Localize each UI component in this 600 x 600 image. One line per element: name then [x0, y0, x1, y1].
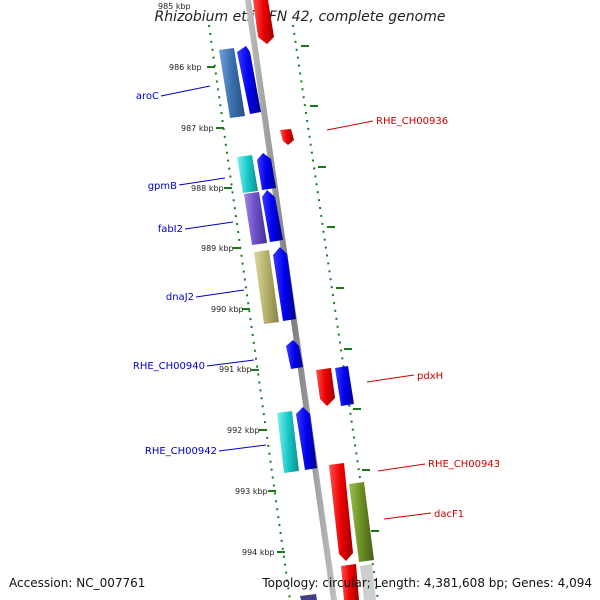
- genome-title: Rhizobium etli CFN 42, complete genome: [154, 9, 446, 25]
- gene-label-aroC[interactable]: aroC: [136, 91, 159, 102]
- kbp-label: 992 kbp: [227, 426, 260, 435]
- gene-aroC[interactable]: [219, 46, 261, 118]
- gene-label-dacF1[interactable]: dacF1: [434, 509, 464, 520]
- gene-label-pdxH[interactable]: pdxH: [417, 371, 443, 382]
- gene-RHE_CH00940[interactable]: [286, 340, 303, 369]
- kbp-label: 989 kbp: [201, 244, 234, 253]
- inner-major-ticks: [207, 66, 285, 553]
- forward-label-connectors: [160, 85, 267, 452]
- gene-label-fabI2[interactable]: fabI2: [158, 224, 183, 235]
- gene-RHE_CH00942[interactable]: [277, 407, 317, 473]
- gene-label-gpmB[interactable]: gpmB: [148, 181, 177, 192]
- kbp-label: 988 kbp: [191, 184, 224, 193]
- kbp-label: 991 kbp: [219, 365, 252, 374]
- gene-reverse-small[interactable]: [280, 129, 294, 145]
- reverse-label-connectors: [326, 120, 432, 520]
- gene-label-RHE_CH00936[interactable]: RHE_CH00936: [376, 116, 448, 127]
- outer-major-ticks: [301, 45, 379, 532]
- gene-gpmB[interactable]: [237, 153, 276, 193]
- kbp-label: 986 kbp: [169, 63, 202, 72]
- gene-RHE_CH00943[interactable]: [329, 463, 374, 562]
- gene-reverse-partial-top[interactable]: [253, 0, 274, 44]
- gene-label-RHE_CH00942[interactable]: RHE_CH00942: [145, 446, 217, 457]
- gene-dnaJ2[interactable]: [254, 247, 296, 324]
- gene-label-RHE_CH00940[interactable]: RHE_CH00940: [133, 361, 205, 372]
- kbp-label: 994 kbp: [242, 548, 275, 557]
- kbp-label: 990 kbp: [211, 305, 244, 314]
- accession-text: Accession: NC_007761: [9, 576, 146, 590]
- gene-label-dnaJ2[interactable]: dnaJ2: [166, 292, 194, 303]
- gene-label-RHE_CH00943[interactable]: RHE_CH00943: [428, 459, 500, 470]
- gene-forward-partial-bottom[interactable]: [300, 594, 317, 600]
- genome-summary-text: Topology: circular; Length: 4,381,608 bp…: [262, 576, 592, 590]
- gene-partial-grey[interactable]: [360, 564, 376, 600]
- kbp-label: 993 kbp: [235, 487, 268, 496]
- kbp-label: 985 kbp: [158, 2, 191, 11]
- gene-reverse-partial-bottom[interactable]: [341, 564, 359, 600]
- inner-ruler-line: [208, 24, 291, 600]
- gene-pdxH[interactable]: [316, 366, 354, 406]
- kbp-label: 987 kbp: [181, 124, 214, 133]
- outer-ruler-line: [292, 24, 379, 600]
- gene-fabI2[interactable]: [244, 190, 283, 245]
